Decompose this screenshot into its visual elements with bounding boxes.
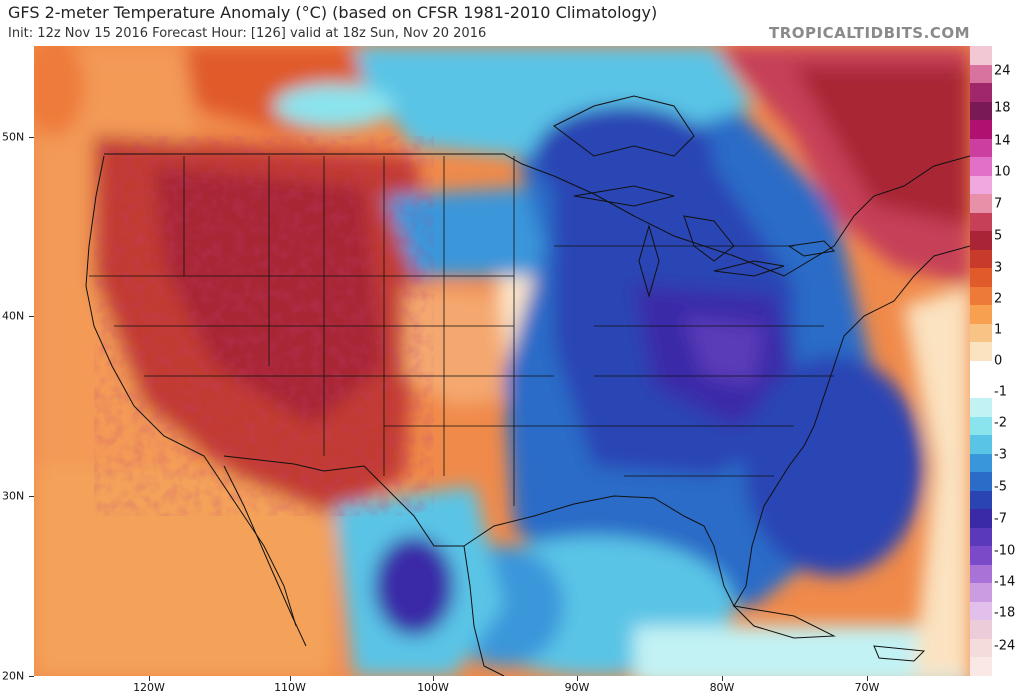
- latitude-label: 30N: [2, 489, 25, 503]
- colorbar-label: -3: [994, 447, 1007, 463]
- colorbar-segment: [970, 453, 992, 473]
- longitude-tick: [722, 676, 723, 681]
- longitude-label: 90W: [564, 681, 590, 694]
- colorbar-label: 14: [994, 133, 1011, 149]
- colorbar-label: 1: [994, 322, 1003, 338]
- latitude-tick: [29, 496, 34, 497]
- longitude-tick: [867, 676, 868, 681]
- longitude-label: 100W: [417, 681, 449, 694]
- longitude-label: 70W: [854, 681, 880, 694]
- colorbar-segment: [970, 490, 992, 510]
- colorbar-segment: [970, 527, 992, 547]
- colorbar-segment: [970, 323, 992, 343]
- colorbar: [970, 46, 992, 677]
- latitude-label: 50N: [2, 130, 25, 144]
- colorbar-segment: [970, 472, 992, 492]
- colorbar-segment: [970, 564, 992, 584]
- colorbar-segment: [970, 286, 992, 306]
- colorbar-segment: [970, 620, 992, 640]
- longitude-tick: [149, 676, 150, 681]
- coastlines-and-borders: [85, 95, 970, 676]
- latitude-tick: [29, 676, 34, 677]
- colorbar-segment: [970, 249, 992, 269]
- colorbar-segment: [970, 83, 992, 103]
- colorbar-segment: [970, 379, 992, 399]
- colorbar-label: -5: [994, 479, 1007, 495]
- colorbar-label: -7: [994, 511, 1007, 527]
- colorbar-label: -10: [994, 543, 1016, 559]
- colorbar-segment: [970, 416, 992, 436]
- colorbar-segment: [970, 138, 992, 158]
- colorbar-segment: [970, 657, 992, 677]
- colorbar-segment: [970, 175, 992, 195]
- colorbar-segment: [970, 305, 992, 325]
- colorbar-label: -1: [994, 384, 1007, 400]
- colorbar-segment: [970, 361, 992, 381]
- colorbar-segment: [970, 601, 992, 621]
- colorbar-label: 5: [994, 228, 1003, 244]
- colorbar-label: -18: [994, 605, 1016, 621]
- colorbar-segment: [970, 157, 992, 177]
- colorbar-segment: [970, 64, 992, 84]
- longitude-tick: [433, 676, 434, 681]
- colorbar-segment: [970, 583, 992, 603]
- latitude-tick: [29, 137, 34, 138]
- longitude-label: 120W: [133, 681, 165, 694]
- latitude-label: 40N: [2, 309, 25, 323]
- colorbar-segment: [970, 268, 992, 288]
- longitude-label: 110W: [274, 681, 306, 694]
- colorbar-segment: [970, 46, 992, 66]
- colorbar-label: 18: [994, 100, 1011, 116]
- colorbar-label: 7: [994, 196, 1003, 212]
- colorbar-segment: [970, 342, 992, 362]
- colorbar-segment: [970, 120, 992, 140]
- longitude-tick: [290, 676, 291, 681]
- colorbar-segment: [970, 638, 992, 658]
- colorbar-segment: [970, 101, 992, 121]
- colorbar-label: -24: [994, 638, 1016, 654]
- colorbar-label: 0: [994, 353, 1003, 369]
- colorbar-segment: [970, 435, 992, 455]
- colorbar-label: 24: [994, 63, 1011, 79]
- colorbar-segment: [970, 194, 992, 214]
- colorbar-segment: [970, 212, 992, 232]
- longitude-tick: [577, 676, 578, 681]
- map-title: GFS 2-meter Temperature Anomaly (°C) (ba…: [8, 3, 658, 22]
- brand-watermark: TROPICALTIDBITS.COM: [769, 24, 970, 42]
- forecast-info: Init: 12z Nov 15 2016 Forecast Hour: [12…: [8, 26, 487, 41]
- colorbar-label: 10: [994, 164, 1011, 180]
- colorbar-segment: [970, 398, 992, 418]
- colorbar-segment: [970, 509, 992, 529]
- colorbar-segment: [970, 546, 992, 566]
- longitude-label: 80W: [709, 681, 735, 694]
- colorbar-label: 3: [994, 260, 1003, 276]
- latitude-tick: [29, 316, 34, 317]
- temperature-anomaly-map: [34, 46, 970, 676]
- colorbar-label: -14: [994, 574, 1016, 590]
- colorbar-label: 2: [994, 291, 1003, 307]
- latitude-label: 20N: [2, 669, 25, 683]
- colorbar-label: -2: [994, 415, 1007, 431]
- colorbar-segment: [970, 231, 992, 251]
